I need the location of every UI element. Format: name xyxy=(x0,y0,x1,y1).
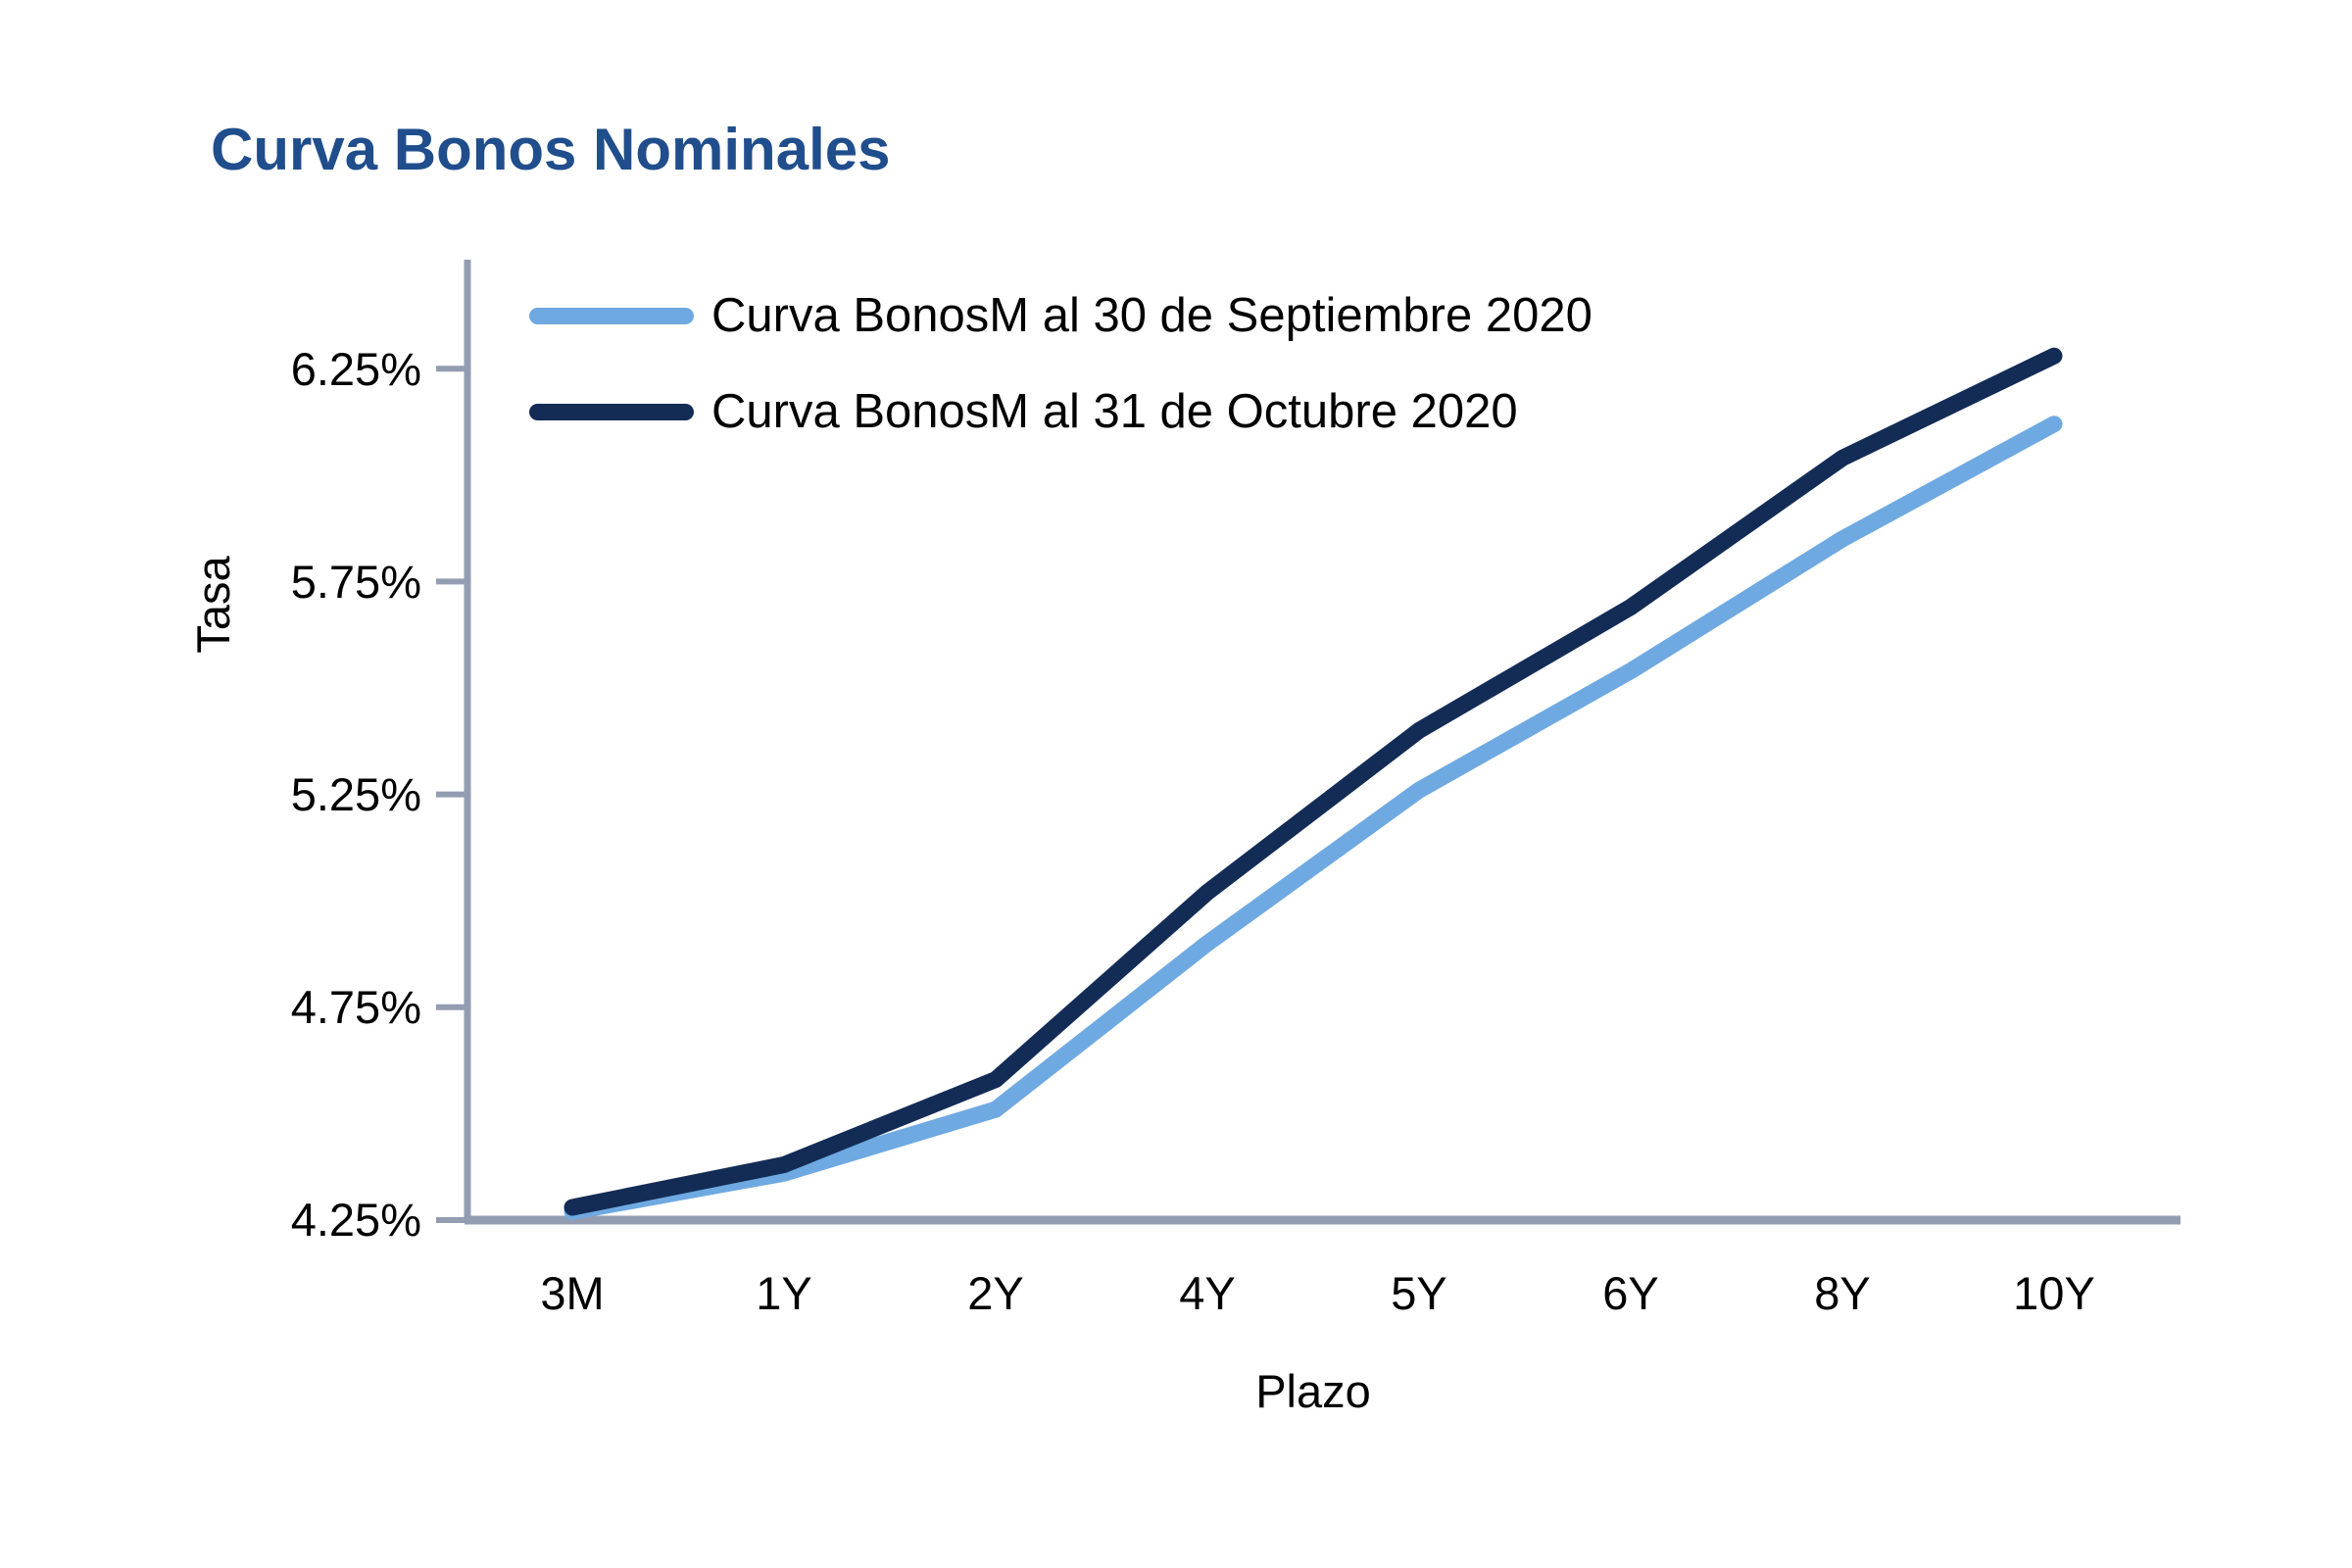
x-tick-label: 3M xyxy=(540,1267,605,1319)
x-axis-title: Plazo xyxy=(1255,1365,1371,1417)
x-tick-label: 6Y xyxy=(1602,1267,1659,1319)
y-tick-label: 4.75% xyxy=(290,981,421,1033)
y-tick-label: 5.75% xyxy=(290,556,421,608)
x-tick-label: 8Y xyxy=(1814,1267,1871,1319)
y-tick-label: 6.25% xyxy=(290,343,421,395)
chart-title: Curva Bonos Nominales xyxy=(211,117,891,182)
x-tick-label: 5Y xyxy=(1391,1267,1447,1319)
legend-swatch-septiembre xyxy=(529,307,694,324)
y-tick-label: 5.25% xyxy=(290,768,421,820)
line-series-octubre xyxy=(564,347,2063,1216)
x-tick-label: 4Y xyxy=(1179,1267,1236,1319)
legend-label-octubre: Curva BonosM al 31 de Octubre 2020 xyxy=(711,385,1518,438)
legend-item-septiembre: Curva BonosM al 30 de Septiembre 2020 xyxy=(529,287,1592,344)
x-tick-label: 2Y xyxy=(967,1267,1024,1319)
y-axis-ticks xyxy=(436,366,467,1223)
x-tick-label: 10Y xyxy=(2013,1267,2095,1319)
y-tick-label: 4.25% xyxy=(290,1194,421,1246)
x-tick-label: 1Y xyxy=(756,1267,812,1319)
legend-label-septiembre: Curva BonosM al 30 de Septiembre 2020 xyxy=(711,289,1592,342)
legend: Curva BonosM al 30 de Septiembre 2020 Cu… xyxy=(529,287,1592,440)
legend-swatch-octubre xyxy=(529,403,694,420)
y-axis-title: Tasa xyxy=(187,556,239,654)
line-series-septiembre xyxy=(564,416,2063,1220)
legend-item-octubre: Curva BonosM al 31 de Octubre 2020 xyxy=(529,383,1592,440)
